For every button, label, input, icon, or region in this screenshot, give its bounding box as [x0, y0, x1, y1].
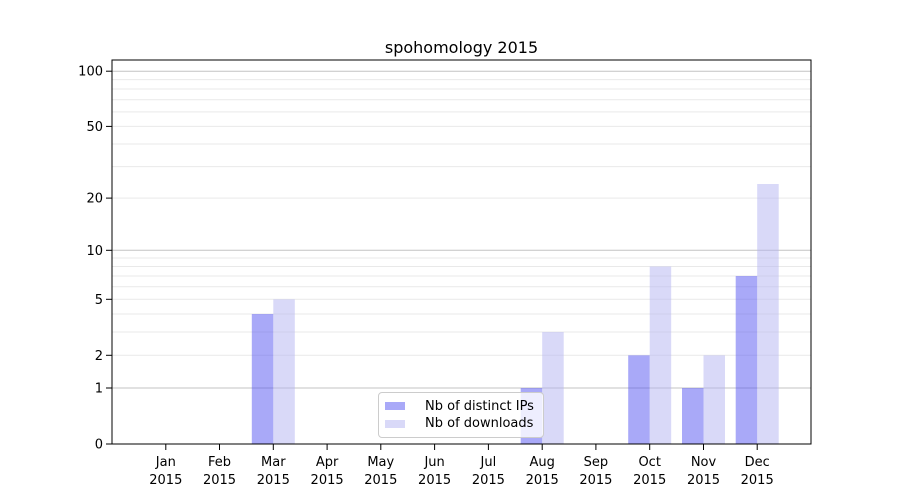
bar-downloads-aug [542, 332, 564, 444]
x-tick-label-oct: Oct 2015 [633, 455, 666, 488]
x-tick-label-jun: Jun 2015 [418, 455, 451, 488]
y-tick-label-50: 50 [86, 120, 103, 135]
bar-distinct-ips-dec [735, 276, 758, 444]
bar-downloads-oct [649, 266, 672, 444]
y-tick-label-5: 5 [95, 293, 103, 308]
chart-title: spohomology 2015 [384, 38, 539, 57]
bar-downloads-mar [273, 299, 295, 444]
legend-swatch-distinct-ips-icon [385, 402, 405, 411]
y-tick-label-0: 0 [95, 438, 103, 453]
legend-item-downloads: Nb of downloads [385, 416, 537, 431]
minor-gridlines [112, 79, 811, 356]
bar-downloads-nov [703, 355, 725, 444]
x-tick-label-jan: Jan 2015 [149, 455, 182, 488]
legend-label-downloads: Nb of downloads [425, 416, 534, 432]
legend-item-distinct-ips: Nb of distinct IPs [385, 399, 537, 414]
y-tick-label-2: 2 [95, 349, 103, 364]
x-ticks [165, 444, 758, 450]
legend-swatch-downloads-icon [385, 419, 405, 428]
x-tick-label-sep: Sep 2015 [579, 455, 612, 488]
y-ticks [106, 70, 112, 445]
y-tick-label-1: 1 [95, 382, 103, 397]
bar-distinct-ips-mar [251, 314, 274, 444]
bar-distinct-ips-oct [628, 355, 650, 444]
y-tick-label-20: 20 [86, 192, 103, 207]
y-tick-label-100: 100 [78, 65, 103, 80]
plot-border [111, 59, 812, 445]
y-tick-labels: 0 1 2 5 10 20 50 100 [78, 65, 103, 453]
x-tick-label-apr: Apr 2015 [311, 455, 344, 488]
x-tick-label-may: May 2015 [364, 455, 397, 488]
major-gridlines [112, 70, 811, 389]
series-downloads [273, 184, 779, 444]
x-tick-label-mar: Mar 2015 [257, 455, 290, 488]
bar-distinct-ips-nov [682, 388, 704, 444]
x-tick-label-dec: Dec 2015 [741, 455, 774, 488]
legend-label-distinct-ips: Nb of distinct IPs [425, 398, 534, 414]
y-tick-label-10: 10 [86, 244, 103, 259]
x-tick-label-aug: Aug 2015 [526, 455, 559, 488]
x-tick-label-feb: Feb 2015 [203, 455, 236, 488]
bar-downloads-dec [757, 184, 779, 444]
legend: Nb of distinct IPs Nb of downloads [378, 392, 544, 438]
x-tick-label-jul: Jul 2015 [472, 455, 505, 488]
x-tick-label-nov: Nov 2015 [687, 455, 720, 488]
x-tick-labels: Jan 2015 Feb 2015 Mar 2015 Apr 2015 May 2015 Jun 20… [149, 455, 773, 488]
